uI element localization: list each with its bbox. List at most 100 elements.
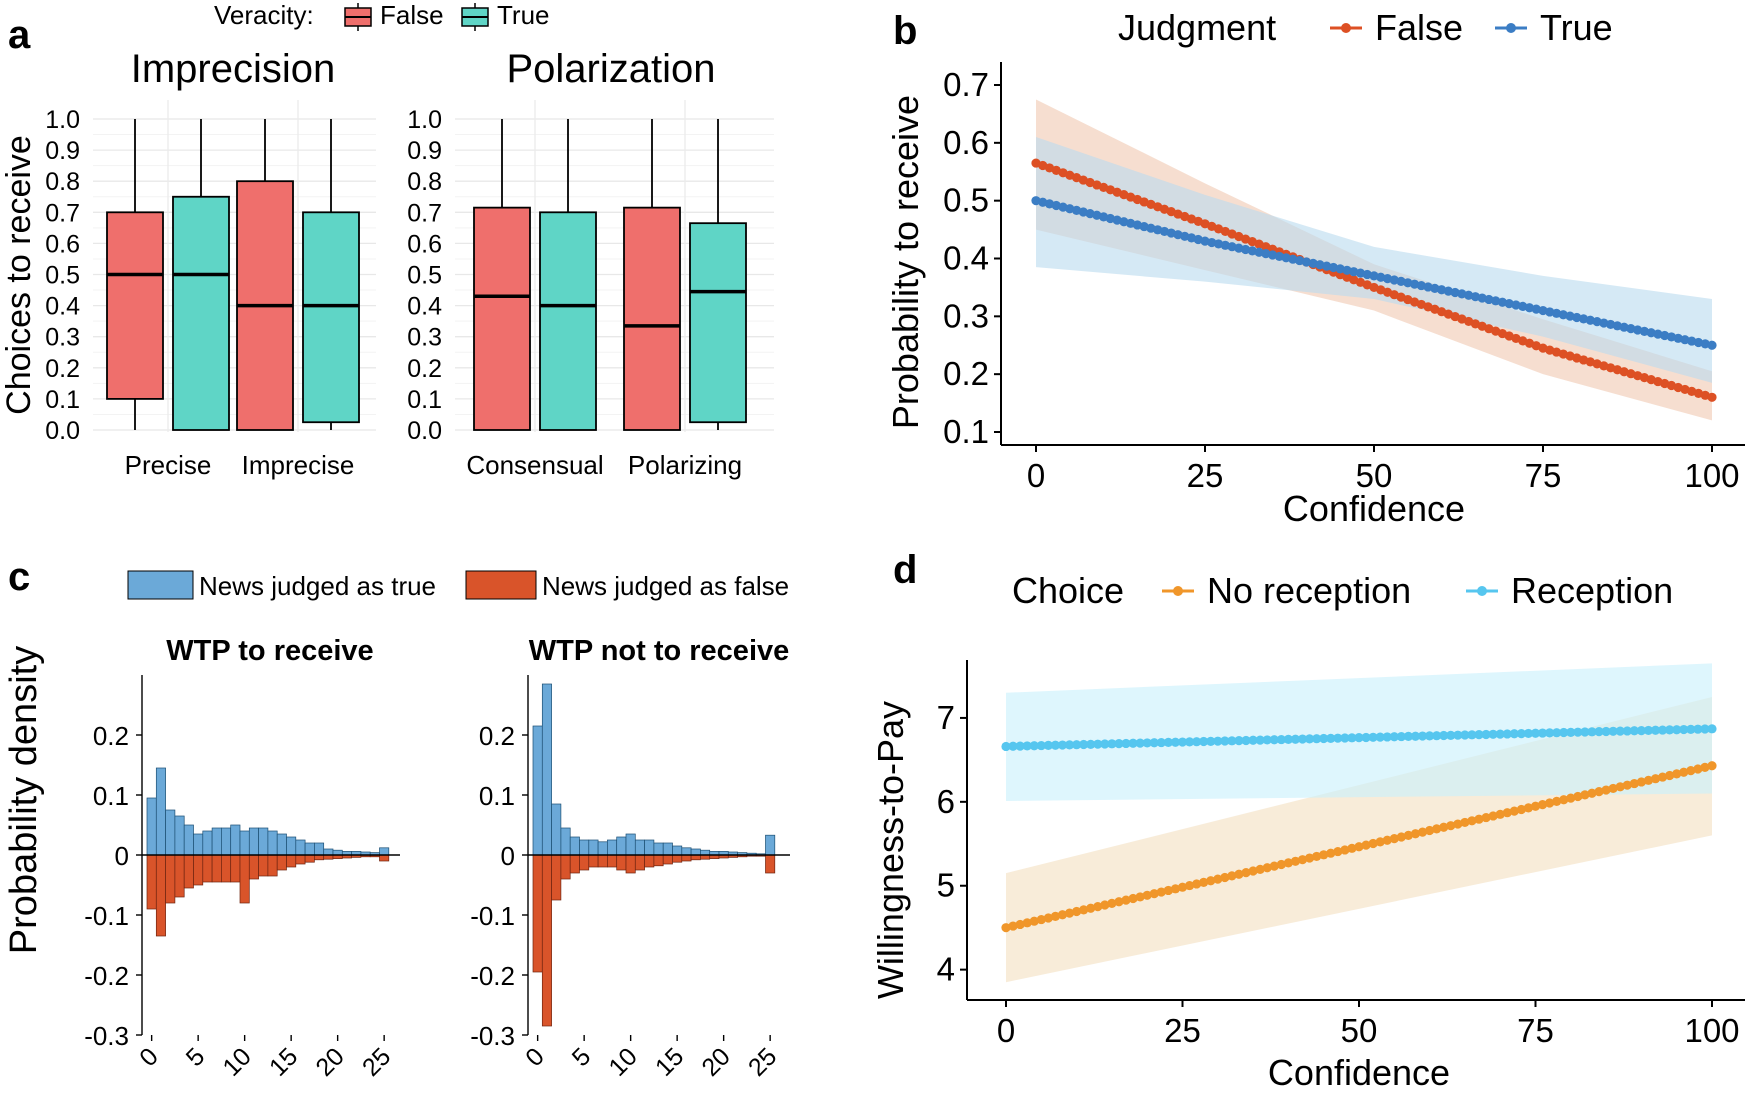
bar-false xyxy=(597,854,608,868)
data-point-reception xyxy=(1121,738,1131,749)
bar-false xyxy=(248,854,259,880)
data-point-reception xyxy=(1672,725,1682,735)
data-point-reception xyxy=(1297,734,1308,744)
panel-letter-d: d xyxy=(893,548,917,592)
data-point-no-reception xyxy=(1234,869,1244,879)
data-point-no-reception xyxy=(1657,772,1668,782)
data-point-no-reception xyxy=(1566,793,1576,803)
data-point-reception xyxy=(1192,737,1202,747)
facet-title: WTP to receive xyxy=(166,635,373,667)
y-tick-label: 0.7 xyxy=(943,66,989,103)
legend-title: Choice xyxy=(1012,570,1124,611)
data-point-no-reception xyxy=(1636,777,1646,787)
data-point-no-reception xyxy=(1333,846,1343,857)
legend-key-false xyxy=(465,570,537,600)
data-point-reception xyxy=(1545,728,1555,738)
y-tick-label: 6 xyxy=(937,783,955,820)
data-point-reception xyxy=(1064,740,1075,750)
bar-false xyxy=(221,854,232,883)
data-point-reception xyxy=(1354,733,1364,743)
data-point-reception xyxy=(1213,736,1223,746)
y-tick-label: 0.9 xyxy=(407,137,442,165)
bar-true xyxy=(644,839,655,856)
data-point-no-reception xyxy=(1156,887,1166,897)
data-point-no-reception xyxy=(1177,882,1188,892)
data-point-no-reception xyxy=(1629,778,1639,789)
data-point-reception xyxy=(1340,733,1350,743)
bar-false xyxy=(286,854,297,868)
data-point-no-reception xyxy=(1170,884,1181,894)
bar-true xyxy=(267,830,278,856)
data-point-no-reception xyxy=(1001,923,1011,933)
data-point-reception xyxy=(1389,732,1399,742)
data-point-reception xyxy=(1022,741,1032,751)
facet-title: Polarization xyxy=(506,47,715,91)
bar-false xyxy=(532,854,543,973)
x-tick-label: 15 xyxy=(650,1042,689,1081)
bar-false xyxy=(662,854,673,865)
data-point-reception xyxy=(1417,731,1428,741)
data-point-reception xyxy=(1086,739,1096,749)
data-point-no-reception xyxy=(1594,787,1604,797)
data-point-no-reception xyxy=(1467,816,1477,826)
data-point-no-reception xyxy=(1213,874,1223,884)
data-point-no-reception xyxy=(1199,877,1209,887)
data-point-no-reception xyxy=(1481,812,1491,823)
bar-true xyxy=(625,833,636,856)
x-tick-label: 75 xyxy=(1525,457,1562,494)
y-tick-label: 0.9 xyxy=(45,137,80,165)
x-tick-label: 50 xyxy=(1356,457,1393,494)
bar-false xyxy=(681,854,692,862)
data-point-reception xyxy=(1170,737,1181,747)
data-point-reception xyxy=(1460,730,1470,740)
data-point-reception xyxy=(1566,727,1576,737)
y-tick-label: 0.4 xyxy=(407,293,442,321)
data-point-no-reception xyxy=(1015,919,1025,930)
data-point-reception xyxy=(1333,733,1343,743)
data-point-no-reception xyxy=(1707,761,1717,771)
panel-letter-b: b xyxy=(893,9,917,53)
data-point-reception xyxy=(1707,724,1717,734)
data-point-no-reception xyxy=(1495,809,1505,819)
x-tick-label: 15 xyxy=(264,1042,303,1081)
data-point-no-reception xyxy=(1601,785,1611,795)
x-tick-label: 0 xyxy=(997,1012,1015,1049)
y-axis-title: Willingness-to-Pay xyxy=(870,701,911,999)
bar-true xyxy=(193,833,204,856)
data-point-reception xyxy=(1079,739,1089,750)
data-point-reception xyxy=(1135,738,1145,748)
data-point-reception xyxy=(1587,727,1597,737)
bar-false xyxy=(314,854,325,861)
data-point-no-reception xyxy=(1417,827,1428,837)
bar-true xyxy=(551,803,562,856)
y-tick-label: 0.7 xyxy=(407,199,442,227)
data-point-reception xyxy=(1319,733,1329,744)
data-point-reception xyxy=(1382,732,1392,742)
panel-c-density-histograms: News judged as true News judged as false P… xyxy=(3,570,790,1082)
y-tick-label: 5 xyxy=(937,867,955,904)
data-point-reception xyxy=(1629,726,1639,736)
legend-key-point xyxy=(1341,23,1351,33)
bar-true xyxy=(183,824,194,856)
y-tick-label: -0.1 xyxy=(470,901,515,931)
bar-true xyxy=(230,824,241,856)
bar-false xyxy=(541,854,552,1027)
bar-true xyxy=(332,849,343,856)
data-point-no-reception xyxy=(1163,885,1173,896)
y-tick-label: 7 xyxy=(937,699,955,736)
bar-false xyxy=(183,854,194,889)
data-point-no-reception xyxy=(1665,770,1675,781)
y-tick-label: 0.5 xyxy=(45,262,80,290)
data-point-no-reception xyxy=(1050,911,1061,921)
box-consensual-true xyxy=(539,211,597,431)
data-point-no-reception xyxy=(1679,767,1689,777)
x-tick-label: 10 xyxy=(603,1042,642,1081)
y-axis-title: Probability density xyxy=(3,646,45,954)
data-point-reception xyxy=(1665,725,1675,735)
bar-false xyxy=(765,854,776,874)
confidence-band-true xyxy=(1036,137,1712,383)
data-point-reception xyxy=(1495,729,1505,739)
data-point-no-reception xyxy=(1312,851,1322,862)
y-tick-label: 0.2 xyxy=(93,721,129,751)
data-point-no-reception xyxy=(1643,775,1654,785)
